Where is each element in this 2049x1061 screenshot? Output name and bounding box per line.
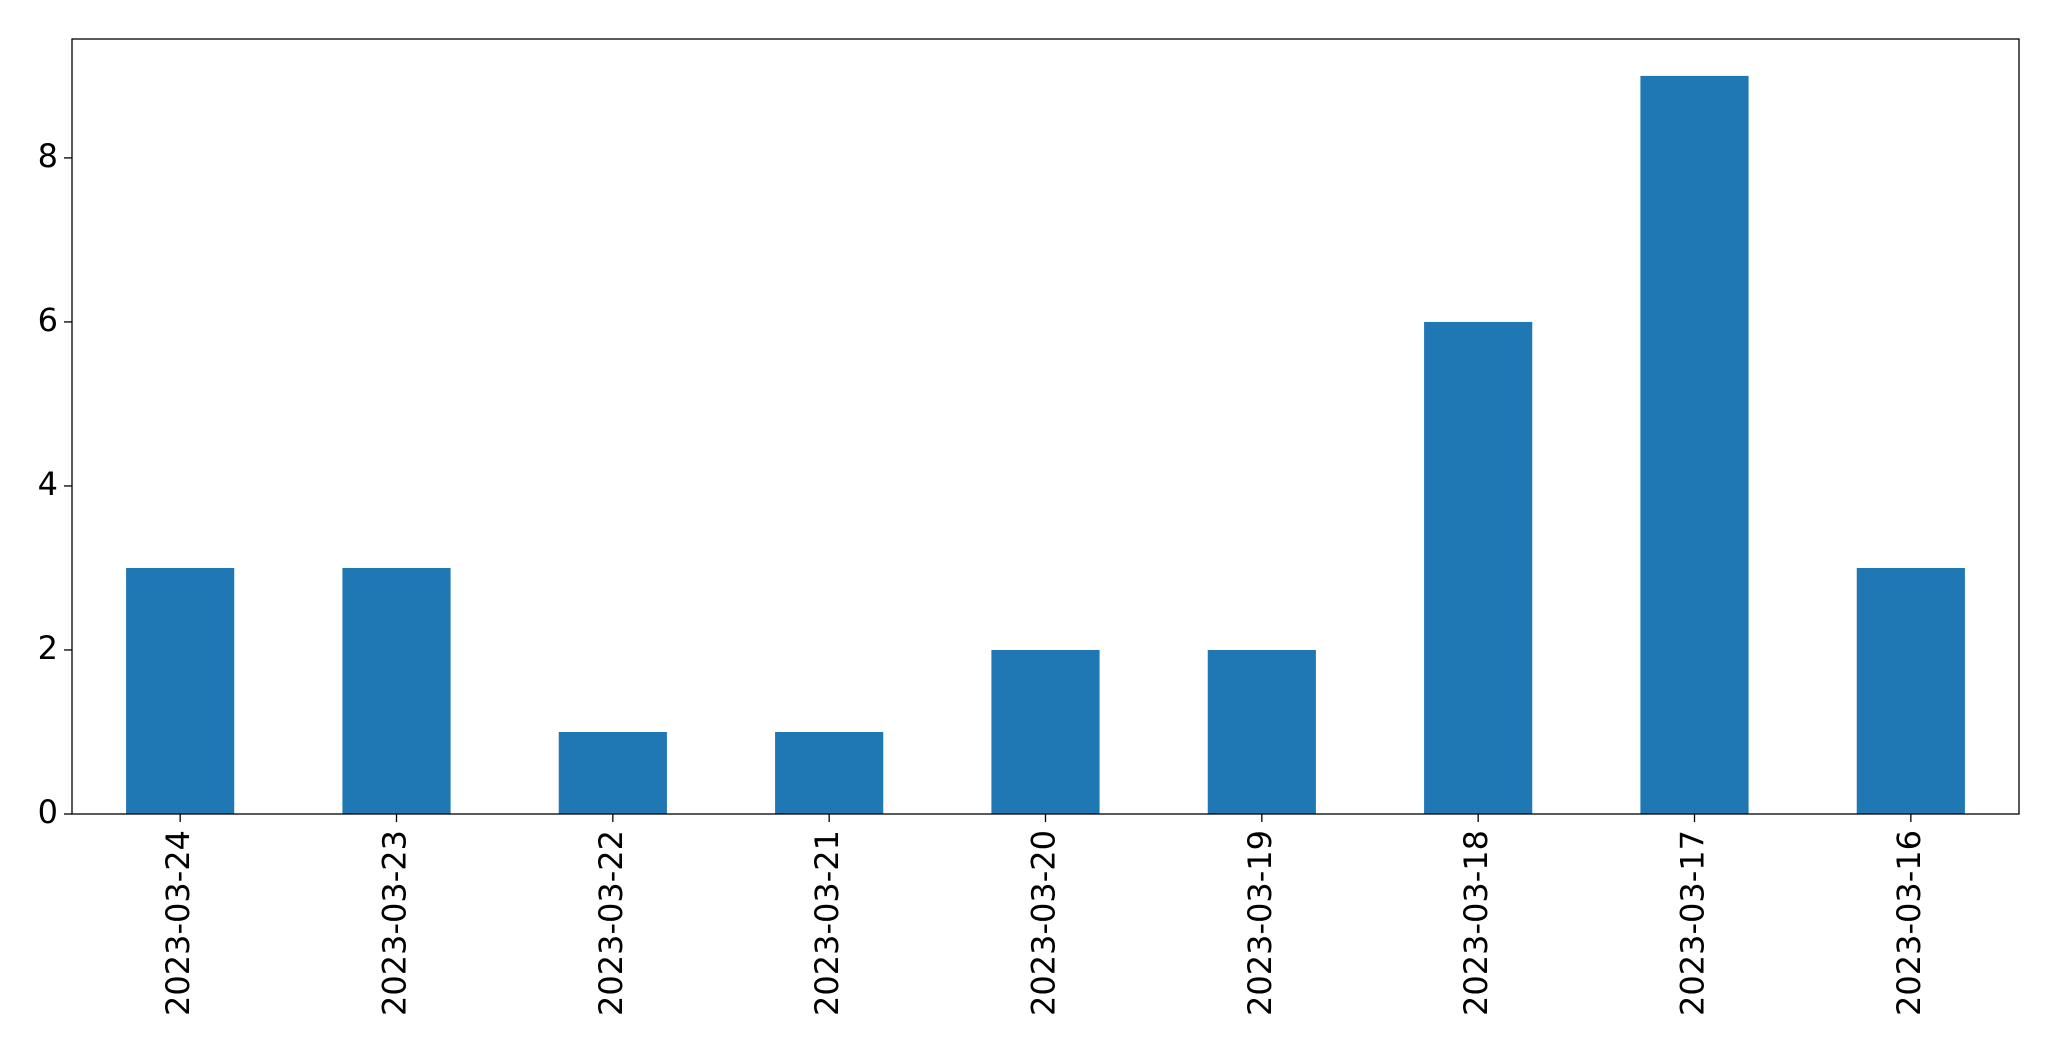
x-tick-label: 2023-03-20 xyxy=(1025,830,1063,1016)
plot-frame xyxy=(71,38,2020,815)
bar xyxy=(1856,567,1965,814)
x-tick-label: 2023-03-21 xyxy=(808,830,846,1016)
y-tick-label: 0 xyxy=(38,793,58,831)
x-tick-label: 2023-03-24 xyxy=(159,830,197,1016)
bar xyxy=(991,649,1100,814)
bar xyxy=(342,567,451,814)
bar xyxy=(1640,75,1749,814)
bar xyxy=(1424,321,1533,814)
y-tick-label: 4 xyxy=(38,465,58,503)
x-tick-label: 2023-03-22 xyxy=(592,830,630,1016)
bar xyxy=(126,567,235,814)
bar xyxy=(775,731,884,814)
x-tick-label: 2023-03-16 xyxy=(1890,830,1928,1016)
x-tick-label: 2023-03-19 xyxy=(1241,830,1279,1016)
bar xyxy=(1207,649,1316,814)
x-tick-label: 2023-03-23 xyxy=(376,830,414,1016)
y-tick-label: 2 xyxy=(38,629,58,667)
y-tick-label: 8 xyxy=(38,137,58,175)
bar xyxy=(558,731,667,814)
y-tick-label: 6 xyxy=(38,301,58,339)
x-tick-label: 2023-03-18 xyxy=(1457,830,1495,1016)
x-tick-label: 2023-03-17 xyxy=(1674,830,1712,1016)
